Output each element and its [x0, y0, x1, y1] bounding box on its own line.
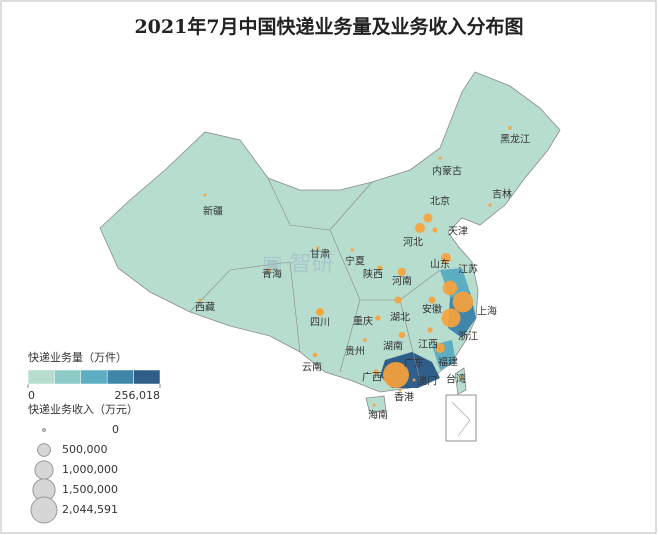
- size-key-label: 2,044,591: [62, 503, 118, 516]
- province-label: 海南: [368, 409, 388, 422]
- province-label: 宁夏: [345, 255, 365, 268]
- province-label: 广西: [362, 372, 382, 384]
- size-key-label: 500,000: [62, 443, 108, 456]
- province-label: 云南: [302, 361, 322, 374]
- revenue-bubble: [375, 315, 381, 321]
- volume-tick-label: 256,018: [115, 389, 161, 402]
- revenue-bubble: [428, 296, 436, 304]
- size-key-label: 1,500,000: [62, 483, 118, 496]
- size-key: [42, 428, 46, 432]
- revenue-bubble: [363, 338, 367, 342]
- revenue-bubble: [350, 248, 354, 252]
- province-label: 青海: [262, 268, 282, 281]
- revenue-bubble: [397, 267, 407, 277]
- size-key-label: 0: [112, 423, 119, 436]
- province-label: 天津: [448, 226, 468, 238]
- revenue-bubble: [315, 307, 325, 317]
- revenue-bubble: [412, 378, 416, 382]
- province-label: 江西: [418, 339, 438, 351]
- volume-swatch: [133, 369, 161, 385]
- province-label: 浙江: [458, 331, 478, 343]
- size-key: [30, 496, 58, 524]
- revenue-bubble: [488, 203, 492, 207]
- province-label: 江苏: [458, 263, 478, 276]
- volume-tick-label: 0: [28, 389, 35, 402]
- revenue-bubble: [203, 193, 207, 197]
- province-label: 广东: [404, 357, 424, 370]
- title: 2021年7月中国快递业务量及业务收入分布图: [134, 15, 523, 38]
- revenue-bubble: [373, 369, 379, 375]
- revenue-bubble: [198, 298, 202, 302]
- province-label: 黑龙江: [500, 133, 530, 146]
- watermark: ▣ 智研: [262, 252, 334, 277]
- province-label: 西藏: [195, 302, 215, 314]
- size-key-label: 1,000,000: [62, 463, 118, 476]
- revenue-bubble: [394, 296, 402, 304]
- revenue-bubble: [427, 327, 433, 333]
- volume-swatch: [80, 369, 108, 385]
- revenue-bubble: [432, 227, 438, 233]
- revenue-bubble: [383, 362, 409, 388]
- volume-legend-title: 快递业务量（万件）: [28, 350, 127, 364]
- volume-swatch: [27, 369, 55, 385]
- volume-swatch: [106, 369, 134, 385]
- province-label: 北京: [430, 195, 450, 208]
- province-label: 河北: [403, 237, 423, 249]
- revenue-bubble: [435, 343, 445, 353]
- size-key: [34, 460, 54, 480]
- province-label: 香港: [394, 392, 414, 404]
- revenue-bubble: [452, 291, 474, 313]
- province-label: 澳门: [417, 375, 437, 388]
- province-label: 甘肃: [310, 248, 330, 261]
- province-label: 陕西: [363, 268, 383, 281]
- province-label: 山东: [430, 258, 450, 271]
- revenue-bubble: [398, 331, 406, 339]
- province-label: 吉林: [492, 188, 512, 201]
- province-label: 福建: [438, 356, 458, 369]
- province-label: 四川: [310, 318, 330, 329]
- revenue-bubble: [316, 246, 320, 250]
- revenue-bubble: [460, 376, 464, 380]
- size-key: [37, 443, 51, 457]
- revenue-bubble: [377, 265, 383, 271]
- province-label: 贵州: [345, 345, 365, 358]
- province-label: 安徽: [422, 303, 442, 316]
- province-label: 新疆: [203, 205, 223, 218]
- province-label: 湖北: [390, 312, 410, 324]
- revenue-bubble: [415, 223, 425, 233]
- revenue-bubble: [441, 253, 451, 263]
- province-label: 上海: [477, 305, 497, 318]
- province-label: 重庆: [353, 315, 373, 328]
- revenue-bubble: [423, 213, 433, 223]
- province-label: 台湾: [446, 373, 466, 386]
- province-label: 内蒙古: [432, 165, 462, 178]
- revenue-bubble: [312, 352, 318, 358]
- revenue-bubble: [398, 388, 402, 392]
- province-label: 湖南: [383, 340, 403, 353]
- revenue-bubble: [438, 156, 442, 160]
- province-label: 河南: [392, 275, 412, 288]
- revenue-bubble: [372, 403, 376, 407]
- revenue-bubble: [508, 126, 512, 130]
- revenue-bubble: [441, 308, 461, 328]
- revenue-legend-title: 快递业务收入（万元）: [28, 402, 138, 416]
- revenue-bubble: [268, 268, 272, 272]
- revenue-bubble: [442, 280, 458, 296]
- volume-swatch: [54, 369, 82, 385]
